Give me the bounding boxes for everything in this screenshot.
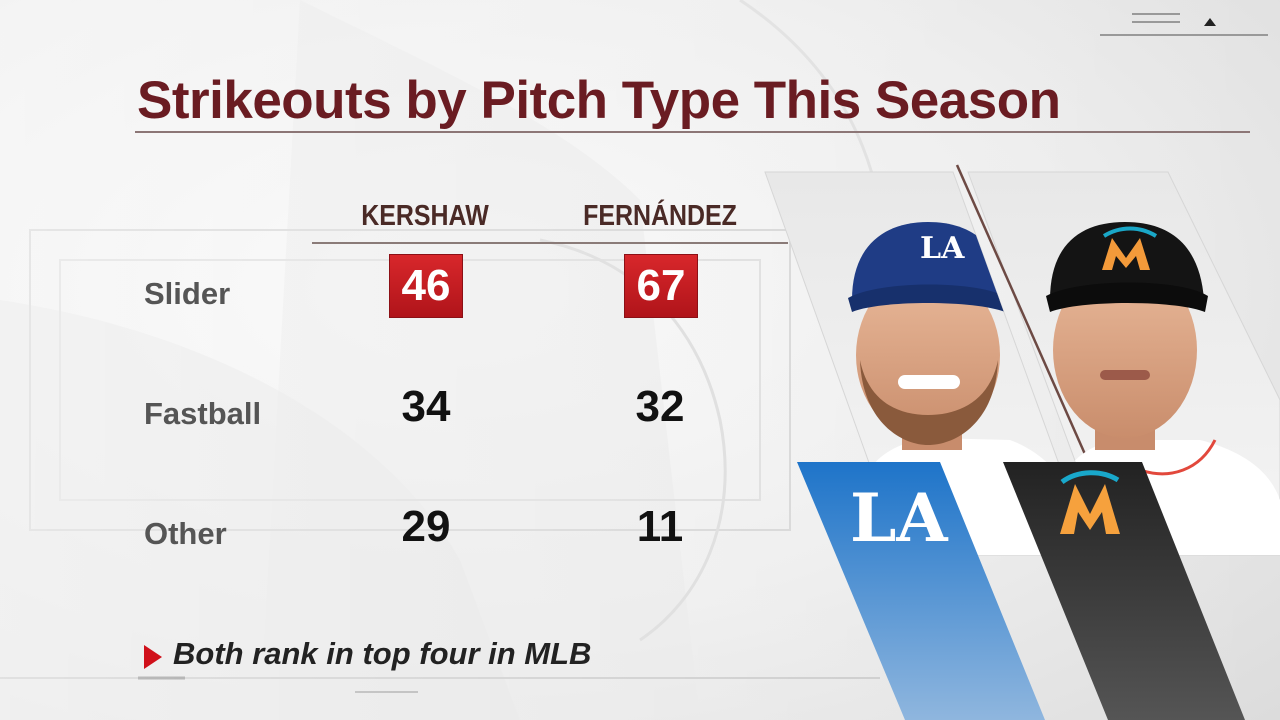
dodgers-color-bar <box>797 462 1045 720</box>
title-divider <box>135 131 1250 133</box>
marlins-cap-logo <box>1102 238 1150 270</box>
column-header-fernandez: FERNÁNDEZ <box>583 200 737 232</box>
header-divider <box>312 242 788 244</box>
dodgers-logo-icon: LA <box>850 479 948 557</box>
caret-up-icon <box>1204 18 1216 26</box>
value-fernandez-slider: 67 <box>625 255 697 317</box>
value-fernandez-other: 11 <box>636 502 684 551</box>
value-kershaw-other: 29 <box>401 502 451 551</box>
row-label-fastball: Fastball <box>144 396 262 431</box>
dodgers-cap-logo: LA <box>920 231 965 266</box>
broadcast-mark <box>1100 13 1268 36</box>
footnote: Both rank in top four in MLB <box>144 636 591 672</box>
footnote-text: Both rank in top four in MLB <box>173 636 592 671</box>
row-label-slider: Slider <box>144 276 231 311</box>
triangle-bullet-icon <box>144 644 162 669</box>
value-fernandez-fastball: 32 <box>635 382 685 431</box>
column-header-kershaw: KERSHAW <box>361 200 489 232</box>
value-kershaw-slider: 46 <box>390 255 462 317</box>
value-kershaw-fastball: 34 <box>401 382 451 431</box>
marlins-logo-icon <box>1060 470 1120 534</box>
graphic-title: Strikeouts by Pitch Type This Season <box>137 71 1061 130</box>
row-label-other: Other <box>144 516 227 551</box>
